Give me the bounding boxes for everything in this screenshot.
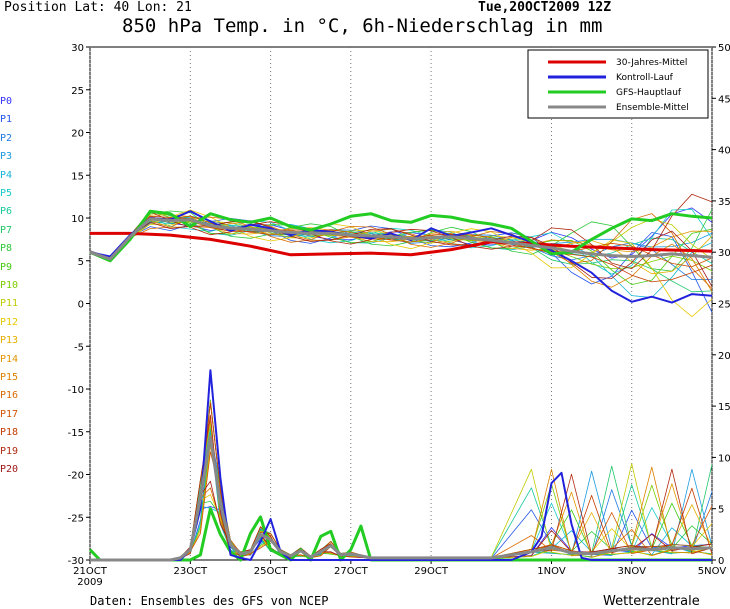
legend-entry-label: 30-Jahres-Mittel — [616, 58, 687, 68]
brand-name: Wetterzentrale — [603, 594, 700, 609]
member-label-p1: P1 — [0, 114, 13, 126]
member-temp-line-p17 — [89, 215, 713, 268]
member-label-p0: P0 — [0, 96, 13, 107]
member-label-p2: P2 — [0, 132, 13, 144]
chart-title: 850 hPa Temp. in °C, 6h-Niederschlag in … — [122, 15, 603, 37]
member-label-p16: P16 — [0, 390, 19, 402]
y-left-tick-label: -25 — [68, 513, 84, 524]
legend-entry-label: GFS-Hauptlauf — [616, 88, 682, 98]
y-left-tick-label: 20 — [71, 129, 84, 140]
y-right-tick-label: 20 — [718, 351, 730, 362]
member-label-p10: P10 — [0, 280, 19, 291]
y-right-tick-label: 40 — [718, 146, 730, 157]
temp-line--jahres-mittel — [90, 231, 713, 257]
y-left-tick-label: 10 — [71, 214, 84, 225]
member-temp-line-p12 — [89, 209, 713, 318]
legend-entry-label: Ensemble-Mittel — [616, 103, 689, 113]
member-label-p18: P18 — [0, 427, 19, 439]
x-tick-label: 23OCT — [173, 566, 208, 577]
x-tick-label-year: 2009 — [77, 577, 102, 588]
x-tick-label: 21OCT — [73, 566, 108, 577]
member-label-p20: P20 — [0, 464, 19, 475]
member-label-p13: P13 — [0, 335, 19, 347]
y-left-tick-label: -30 — [68, 556, 84, 567]
y-left-tick-label: 30 — [71, 43, 84, 54]
y-left-tick-label: -5 — [74, 342, 84, 353]
y-left-tick-label: -15 — [68, 428, 84, 439]
legend-entry-label: Kontroll-Lauf — [616, 73, 674, 83]
x-tick-label: 1NOV — [537, 566, 566, 577]
y-right-tick-label: 50 — [718, 43, 730, 54]
y-right-tick-label: 35 — [718, 197, 730, 208]
plot-frame — [89, 46, 713, 561]
y-right-tick-label: 5 — [718, 505, 724, 516]
y-right-tick-label: 25 — [718, 300, 730, 311]
y-right-tick-label: 45 — [718, 94, 730, 105]
member-temp-line-p16 — [89, 213, 713, 289]
y-left-tick-label: -10 — [68, 385, 84, 396]
run-time: Tue,20OCT2009 12Z — [478, 0, 612, 15]
member-label-p7: P7 — [0, 224, 13, 236]
y-left-tick-label: -20 — [68, 471, 84, 482]
y-right-tick-label: 15 — [718, 402, 730, 413]
y-left-tick-label: 5 — [78, 257, 84, 268]
member-label-p15: P15 — [0, 372, 19, 383]
y-left-tick-label: 0 — [78, 300, 84, 311]
x-tick-label: 5NOV — [698, 566, 727, 577]
x-tick-label: 29OCT — [414, 566, 449, 577]
member-label-p4: P4 — [0, 169, 13, 181]
position-label: Position Lat: 40 Lon: 21 — [4, 0, 192, 15]
member-temp-line-p8 — [89, 209, 713, 272]
member-label-p19: P19 — [0, 445, 19, 457]
temp-line-gfs-hauptlauf — [89, 209, 713, 263]
y-right-tick-label: 0 — [718, 556, 724, 567]
x-tick-label: 25OCT — [254, 566, 289, 577]
y-right-tick-label: 10 — [718, 453, 730, 464]
x-tick-label: 3NOV — [618, 566, 647, 577]
member-temp-line-p19 — [89, 193, 713, 270]
y-left-tick-label: 25 — [71, 86, 84, 97]
member-label-p14: P14 — [0, 353, 19, 365]
member-label-p8: P8 — [0, 243, 13, 255]
member-label-p11: P11 — [0, 298, 19, 310]
data-source: Daten: Ensembles des GFS von NCEP — [90, 594, 329, 608]
member-label-p9: P9 — [0, 261, 13, 273]
member-label-p6: P6 — [0, 206, 13, 218]
member-label-p17: P17 — [0, 408, 19, 420]
precip-line-ensemble-mittel — [90, 435, 713, 562]
member-precip-line-p17 — [90, 451, 713, 561]
temp-line-ensemble-mittel — [89, 217, 713, 261]
y-right-tick-label: 30 — [718, 248, 730, 259]
member-label-p5: P5 — [0, 188, 13, 199]
member-label-p3: P3 — [0, 151, 13, 163]
y-left-tick-label: 15 — [71, 171, 84, 182]
member-temp-line-p5 — [89, 208, 713, 275]
x-tick-label: 27OCT — [334, 566, 369, 577]
member-label-p12: P12 — [0, 316, 19, 328]
